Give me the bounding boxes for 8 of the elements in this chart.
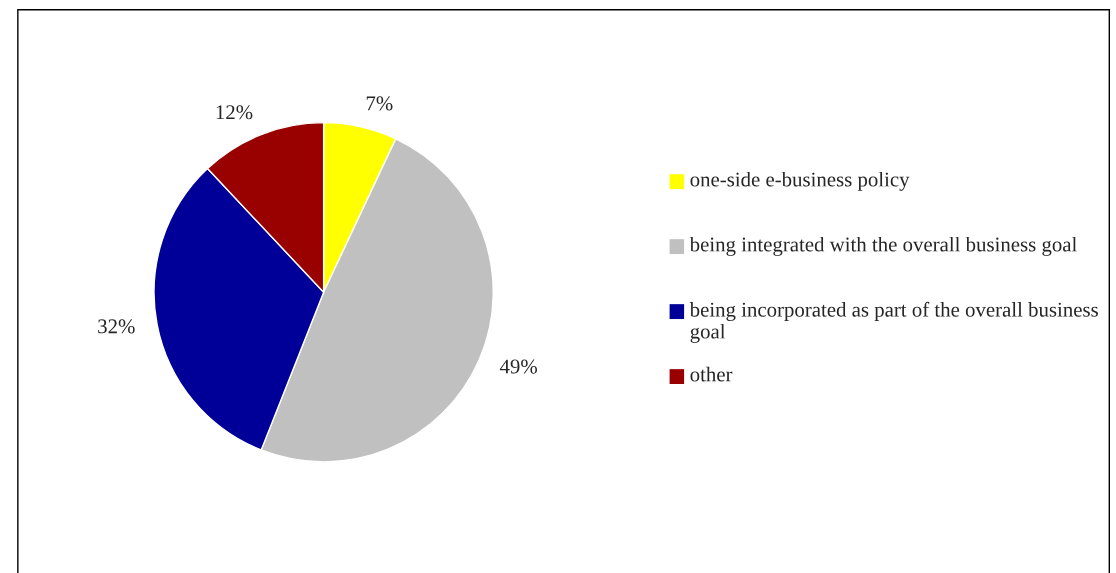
legend-label: being integrated with the overall business goal	[689, 236, 1077, 256]
legend-label: one-side e-business policy	[690, 171, 910, 191]
data-label: 32%	[98, 319, 135, 334]
legend-label: other	[690, 366, 733, 382]
data-label: 12%	[216, 105, 253, 120]
data-label: 7%	[366, 96, 393, 111]
data-label: 49%	[499, 359, 538, 374]
legend-label: being incorporated as part of the overall business goal	[689, 301, 1098, 343]
